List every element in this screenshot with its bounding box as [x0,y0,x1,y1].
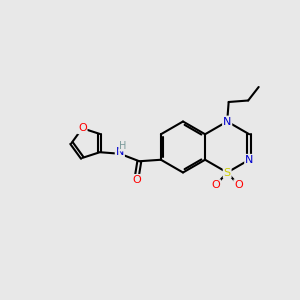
Text: S: S [224,167,231,178]
Text: O: O [78,123,87,133]
Text: O: O [234,180,243,190]
Text: N: N [116,147,124,157]
Text: N: N [245,155,254,165]
Text: O: O [212,180,220,190]
Text: H: H [119,141,127,151]
Text: N: N [223,116,231,127]
Text: O: O [132,175,141,185]
